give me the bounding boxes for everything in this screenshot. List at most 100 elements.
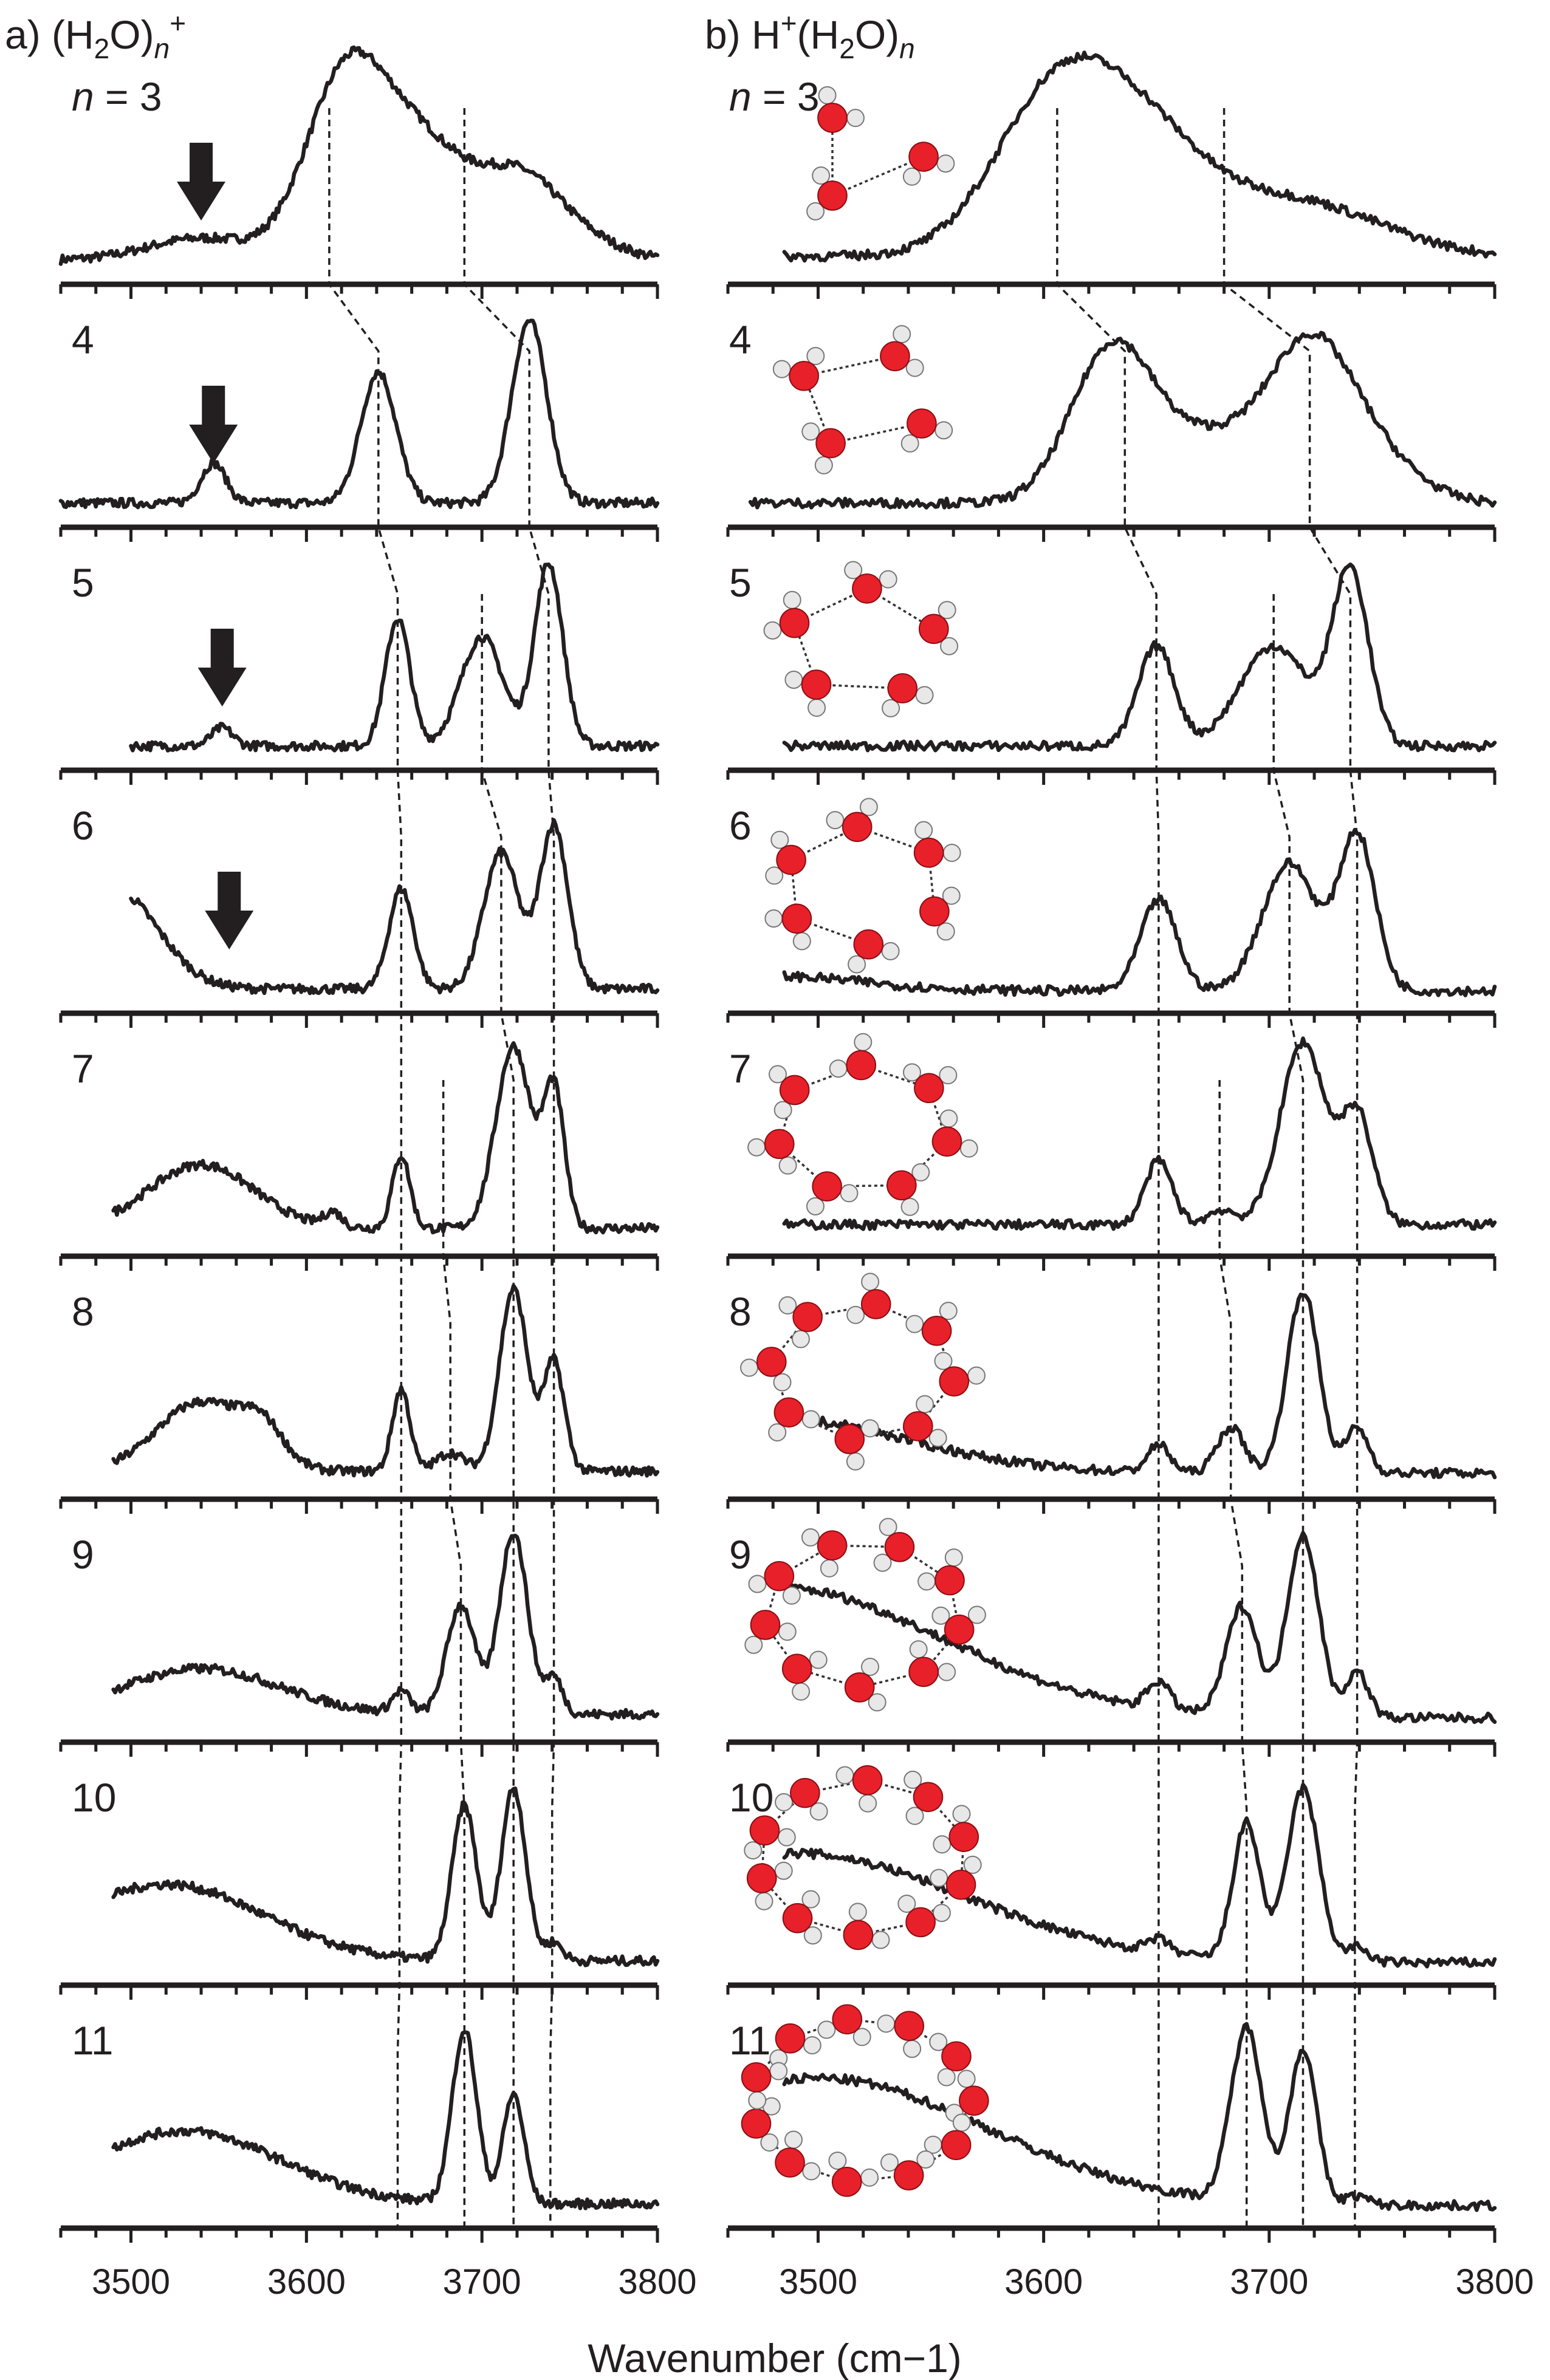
arrow-marker-icon (189, 386, 238, 463)
x-tick-label: 3700 (1230, 2262, 1308, 2302)
hydrogen-atom-icon (774, 1861, 793, 1880)
cluster-structure-11 (741, 2004, 989, 2197)
oxygen-atom-icon (779, 607, 810, 638)
oxygen-atom-icon (945, 1869, 976, 1900)
cluster-size-label: 5 (729, 560, 752, 605)
hydrogen-atom-icon (784, 670, 803, 689)
hydrogen-atom-icon (778, 1156, 797, 1175)
hydrogen-atom-icon (782, 1586, 801, 1605)
hydrogen-atom-icon (835, 1766, 854, 1785)
oxygen-atom-icon (852, 573, 882, 604)
spectrum-a-7 (111, 1041, 660, 1235)
hydrogen-atom-icon (846, 109, 865, 128)
peak-guide-a-3 (442, 1080, 466, 2228)
cluster-structure-9 (744, 1517, 986, 1712)
oxygen-atom-icon (834, 1424, 865, 1454)
hydrogen-atom-icon (764, 909, 783, 928)
oxygen-atom-icon (779, 1075, 810, 1106)
oxygen-atom-icon (775, 2147, 805, 2178)
cluster-structure-5 (763, 561, 959, 717)
cluster-structures (740, 86, 989, 2197)
hydrogen-atom-icon (928, 1429, 947, 1448)
x-tick-label: 3800 (1455, 2262, 1534, 2302)
oxygen-atom-icon (792, 1302, 823, 1332)
oxygen-atom-icon (817, 103, 848, 133)
spectrum-b-8 (782, 1292, 1497, 1480)
hydrogen-atom-icon (915, 686, 934, 705)
cluster-structure-3 (806, 86, 955, 221)
hydrogen-atom-icon (806, 202, 825, 221)
oxygen-atom-icon (905, 1907, 936, 1938)
x-tick-label: 3800 (618, 2262, 696, 2302)
hydrogen-atom-icon (763, 621, 782, 640)
oxygen-atom-icon (893, 2160, 924, 2190)
hydrogen-atom-icon (963, 1855, 982, 1874)
oxygen-atom-icon (853, 929, 884, 960)
hydrogen-atom-icon (903, 2039, 922, 2058)
hydrogen-atom-icon (905, 358, 924, 377)
hydrogen-atom-icon (852, 2028, 871, 2047)
oxygen-atom-icon (746, 1863, 777, 1893)
oxygen-atom-icon (843, 1920, 874, 1951)
hydrogen-atom-icon (783, 590, 801, 609)
spectrum-a-10 (111, 1787, 660, 1968)
x-tick-label: 3600 (1004, 2262, 1083, 2302)
hydrogen-atom-icon (744, 1841, 763, 1860)
cluster-size-label: n = 3 (729, 74, 820, 119)
oxygen-atom-icon (775, 2023, 806, 2054)
x-tick-label: 3500 (779, 2262, 857, 2302)
hydrogen-atom-icon (818, 86, 837, 104)
hydrogen-atom-icon (900, 1197, 919, 1216)
panel-title-b: b) H+(H2O)n (705, 7, 915, 64)
oxygen-atom-icon (781, 903, 812, 934)
oxygen-atom-icon (931, 1126, 962, 1157)
hydrogen-atom-icon (952, 1805, 971, 1824)
oxygen-atom-icon (959, 2085, 989, 2116)
hydrogen-atom-icon (937, 2068, 956, 2087)
hydrogen-atom-icon (768, 1423, 787, 1441)
spectrum-a-11 (111, 2030, 660, 2211)
spectrum-b-4 (748, 330, 1497, 510)
hydrogen-atom-icon (938, 601, 956, 620)
oxygen-atom-icon (934, 1565, 965, 1596)
hydrogen-atom-icon (957, 2070, 976, 2088)
oxygen-atom-icon (913, 1782, 944, 1813)
panel-b: b) H+(H2O)n n = 3 4 5 6 7 8 9 10 11 3500 3600 3700 38… (705, 7, 1534, 2302)
hydrogen-atom-icon (809, 1650, 828, 1669)
oxygen-atom-icon (741, 2062, 772, 2093)
hydrogen-atom-icon (959, 1139, 978, 1158)
spectrum-b-11 (782, 2022, 1497, 2212)
cluster-size-label: 9 (72, 1532, 94, 1577)
cluster-size-label: 7 (729, 1046, 752, 1091)
cluster-size-label: 7 (72, 1046, 94, 1091)
hydrogen-atom-icon (792, 1682, 811, 1701)
panel-title-a: a) (H2O)n+ (5, 7, 186, 64)
hydrogen-atom-icon (877, 2014, 896, 2033)
oxygen-atom-icon (907, 408, 937, 439)
cluster-structure-6 (764, 798, 961, 974)
oxygen-atom-icon (948, 1822, 979, 1852)
hydrogen-atom-icon (939, 1109, 958, 1128)
oxygen-atom-icon (894, 2011, 925, 2041)
hydrogen-atom-icon (911, 1163, 930, 1181)
x-tick-label: 3500 (92, 2262, 170, 2302)
oxygen-atom-icon (918, 614, 949, 645)
hydrogen-atom-icon (942, 843, 961, 862)
hydrogen-atom-icon (881, 942, 900, 960)
spectrum-b-5 (782, 562, 1497, 753)
oxygen-atom-icon (790, 1777, 820, 1808)
oxygen-atom-icon (919, 896, 950, 927)
cluster-size-label: 10 (729, 1775, 773, 1820)
oxygen-atom-icon (941, 2130, 972, 2161)
hydrogen-atom-icon (806, 347, 825, 366)
hydrogen-atom-icon (938, 1663, 956, 1681)
cluster-size-label: 8 (729, 1289, 752, 1334)
hydrogen-atom-icon (773, 1101, 792, 1120)
hydrogen-atom-icon (860, 1419, 879, 1438)
hydrogen-atom-icon (760, 2133, 779, 2152)
hydrogen-atom-icon (801, 1410, 820, 1429)
oxygen-atom-icon (941, 2041, 972, 2071)
hydrogen-atom-icon (897, 1894, 916, 1913)
oxygen-atom-icon (903, 1411, 933, 1441)
cluster-structure-10 (744, 1765, 982, 1951)
